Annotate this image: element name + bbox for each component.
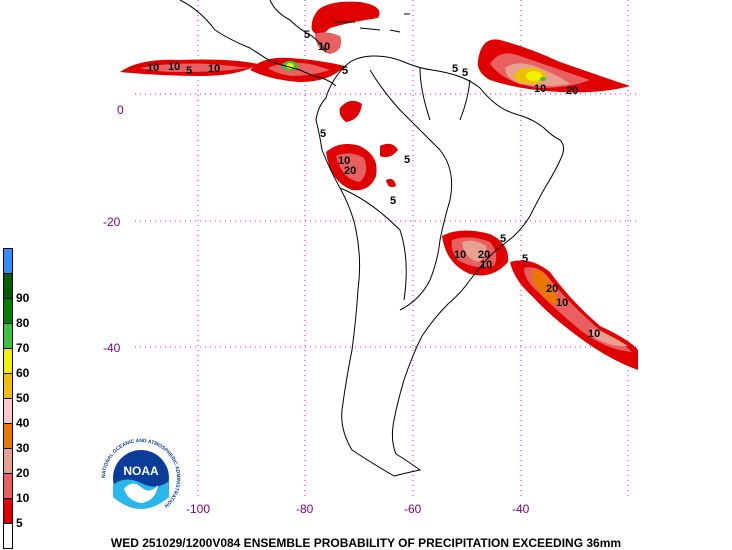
precip-area-caribbean [311,1,380,35]
contour-label: 10 [588,328,600,340]
lat-tick-labels: 0 -20 -40 [103,103,124,355]
lat-tick: -20 [103,215,121,229]
legend-label: 90 [16,291,30,305]
contour-label: 5 [304,29,310,41]
contour-labels: 10 10 5 10 10 20 5 5 20 10 5 5 10 20 10 … [147,29,600,340]
legend-label: 50 [16,391,30,405]
contour-label: 10 [534,83,546,95]
contour-label: 10 [208,63,220,75]
central-america-coast [179,0,337,87]
contour-label: 5 [500,233,506,245]
map-caption: WED 251029/1200V084 ENSEMBLE PROBABILITY… [110,536,622,550]
legend-swatch [3,323,13,348]
noaa-logo: NOAA NATIONAL OCEANIC AND ATMOSPHERIC AD… [101,438,181,518]
contour-label: 10 [147,62,159,74]
legend-swatch [3,423,13,448]
lat-tick: 0 [117,103,124,117]
contour-label: 5 [522,253,528,265]
legend-swatch [3,373,13,398]
legend-label: 40 [16,416,30,430]
gridlines [135,0,636,500]
legend-label: 20 [16,466,30,480]
legend-swatch [3,248,13,273]
lon-tick: -80 [296,502,314,516]
legend-swatch [3,398,13,423]
contour-label: 10 [454,249,466,261]
lat-tick: -40 [103,341,121,355]
contour-label: 10 [480,259,492,271]
contour-label: 10 [318,41,330,53]
contour-label: 20 [478,249,490,261]
coastlines [179,0,565,477]
contour-label: 10 [338,155,350,167]
legend-swatch [3,473,13,498]
contour-label: 20 [566,85,578,97]
contour-label: 20 [546,283,558,295]
lon-tick-labels: -100 -80 -60 -40 [186,502,530,516]
lon-tick: -40 [512,502,530,516]
legend-swatch [3,448,13,473]
noaa-logo-text: NOAA [123,464,159,478]
contour-label: 5 [390,195,396,207]
legend-label: 10 [16,491,30,505]
contour-label: 5 [462,67,468,79]
lon-tick: -100 [186,502,210,516]
country-borders [339,67,471,311]
lon-tick: -60 [404,502,422,516]
contour-label: 10 [168,61,180,73]
legend-swatch [3,273,13,298]
gulf-of-mexico-coast [269,0,327,53]
caribbean-islands [335,13,410,33]
color-legend: 90 80 70 60 50 40 30 20 10 5 [3,248,29,549]
contour-label: 5 [320,128,326,140]
legend-swatch [3,523,13,549]
legend-label: 5 [16,516,23,530]
contour-label: 10 [556,297,568,309]
legend-label: 30 [16,441,30,455]
contour-label: 5 [186,65,192,77]
contour-label: 5 [342,65,348,77]
precip-fields [120,1,638,370]
legend-swatch [3,348,13,373]
contour-label: 5 [404,154,410,166]
legend-swatch [3,498,13,523]
legend-swatch [3,298,13,323]
contour-label: 20 [344,165,356,177]
legend-label: 60 [16,366,30,380]
legend-label: 70 [16,341,30,355]
contour-label: 5 [452,63,458,75]
legend-label: 80 [16,316,30,330]
south-america-coast [315,55,565,477]
